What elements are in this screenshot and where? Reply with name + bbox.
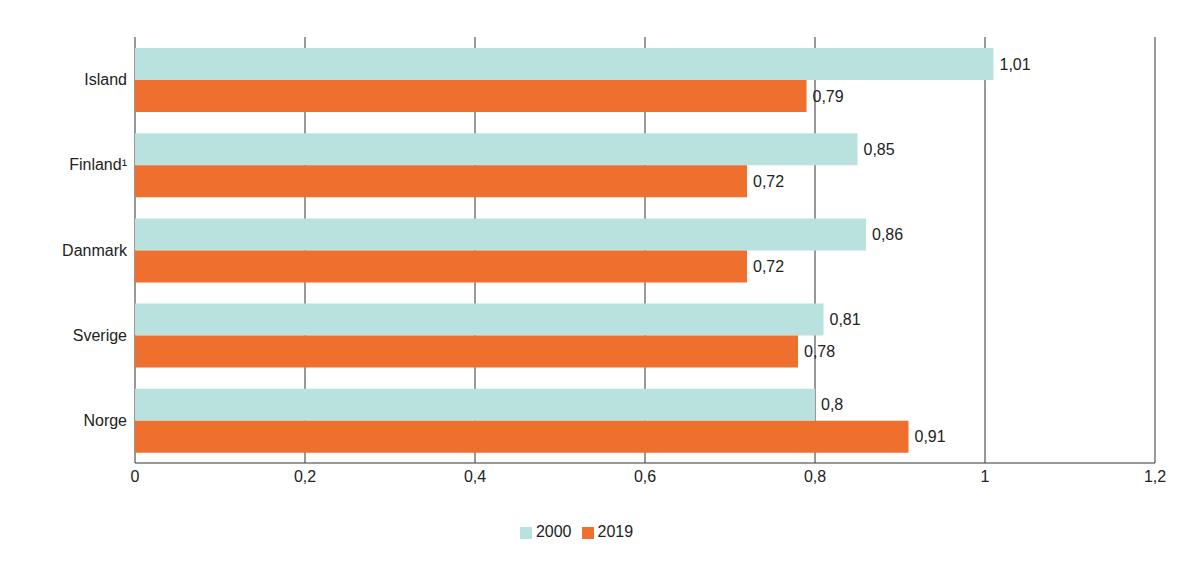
svg-text:0,91: 0,91: [915, 428, 946, 445]
svg-text:Sverige: Sverige: [73, 327, 127, 344]
svg-text:0,78: 0,78: [804, 343, 835, 360]
svg-text:0,81: 0,81: [830, 311, 861, 328]
svg-text:Island: Island: [84, 71, 127, 88]
svg-text:Norge: Norge: [83, 412, 127, 429]
svg-text:0,72: 0,72: [753, 173, 784, 190]
svg-text:1,01: 1,01: [1000, 56, 1031, 73]
svg-text:0,86: 0,86: [872, 226, 903, 243]
svg-text:1,2: 1,2: [1144, 468, 1166, 485]
svg-text:Finland¹: Finland¹: [69, 156, 127, 173]
svg-text:0,8: 0,8: [804, 468, 826, 485]
svg-text:0: 0: [131, 468, 140, 485]
html-text:2019: 2019: [597, 523, 634, 540]
html-text:2000: 2000: [535, 523, 572, 540]
svg-text:0,8: 0,8: [821, 396, 843, 413]
svg-text:Danmark: Danmark: [62, 242, 128, 259]
svg-text:0,4: 0,4: [464, 468, 486, 485]
svg-text:0,2: 0,2: [294, 468, 316, 485]
svg-text:0,6: 0,6: [634, 468, 656, 485]
svg-text:0,72: 0,72: [753, 258, 784, 275]
svg-text:0,85: 0,85: [864, 141, 895, 158]
svg-text:1: 1: [981, 468, 990, 485]
svg-text:0,79: 0,79: [813, 88, 844, 105]
